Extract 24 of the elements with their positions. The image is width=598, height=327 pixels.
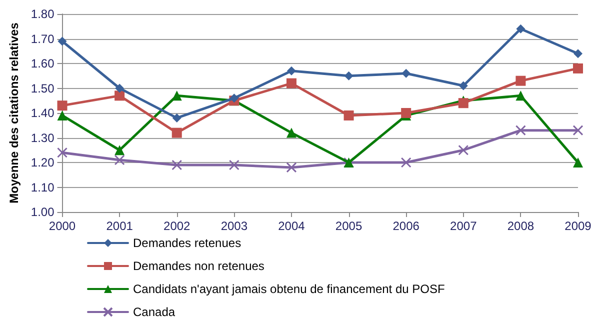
x-tick-label: 2002: [164, 219, 191, 233]
y-tick-label: 1.10: [30, 180, 55, 194]
x-tick-label: 2006: [392, 219, 420, 233]
x-tick-label: 2008: [507, 219, 534, 233]
y-tick-label: 1.50: [30, 81, 55, 96]
legend-label: Demandes retenues: [133, 236, 242, 250]
legend-label: Canada: [133, 305, 176, 319]
y-tick-label: 1.80: [30, 7, 55, 21]
y-tick-label: 1.30: [30, 130, 55, 145]
y-tick-label: 1.00: [30, 205, 55, 219]
legend-label: Demandes non retenues: [133, 259, 264, 273]
x-tick-label: 2000: [48, 219, 76, 233]
x-tick-label: 2005: [335, 219, 362, 233]
legend-label: Candidats n'ayant jamais obtenu de financement du POSF: [133, 282, 445, 296]
x-tick-label: 2004: [278, 219, 306, 233]
y-tick-label: 1.60: [30, 56, 55, 70]
y-axis-title: Moyenne des citations relatives: [7, 22, 21, 204]
x-tick-label: 2007: [450, 219, 478, 233]
y-tick-label: 1.20: [30, 156, 55, 170]
x-tick-label: 2003: [220, 219, 248, 233]
y-tick-label: 1.40: [30, 106, 55, 120]
x-tick-label: 2009: [564, 219, 592, 233]
x-tick-label: 2001: [106, 219, 134, 233]
y-tick-label: 1.70: [30, 32, 55, 46]
